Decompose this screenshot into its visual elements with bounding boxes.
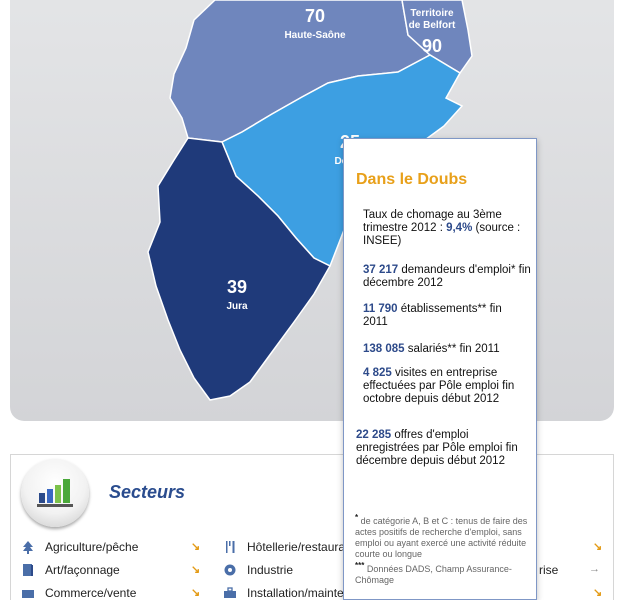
sector-commerce[interactable]: Commerce/vente ↘ (21, 585, 201, 600)
book-icon (23, 564, 33, 576)
sector-art[interactable]: Art/façonnage ↘ (21, 562, 201, 580)
dept-name: Haute-Saône (284, 30, 346, 41)
stat-text: demandeurs d'emploi* fin décembre 2012 (363, 264, 531, 289)
arrow-icon: ↘ (191, 541, 201, 553)
franche-comte-map (147, 0, 473, 401)
doubs-info-popup: Dans le Doubs Taux de chomage au 3ème tr… (343, 138, 537, 600)
stat-job-offers: 22 285 offres d'emploi enregistrées par … (356, 429, 528, 468)
sector-label: Hôtellerie/restaura (247, 540, 346, 554)
gear-icon (224, 564, 236, 576)
footnote-text: de catégorie A, B et C : tenus de faire … (355, 516, 528, 559)
dept-number: 39 (226, 277, 248, 297)
bar-chart-icon (21, 459, 89, 527)
arrow-icon: ↘ (191, 564, 201, 576)
arrow-icon: ↘ (191, 587, 201, 599)
stat-value: 4 825 (363, 367, 392, 379)
footnote-mark: * (355, 513, 359, 522)
dept-label-haute-saone: 70 Haute-Saône (265, 6, 365, 41)
popup-title: Dans le Doubs (356, 171, 468, 188)
fork-knife-icon (226, 541, 235, 553)
dept-label-belfort: Territoire de Belfort 90 (404, 8, 460, 57)
sector-agriculture[interactable]: Agriculture/pêche ↘ (21, 539, 201, 557)
cart-icon (22, 590, 34, 598)
stat-text: salariés** fin 2011 (404, 343, 500, 355)
dept-number: 90 (421, 36, 443, 56)
dept-name: Jura (226, 301, 248, 312)
footnote-text: Données DADS, Champ Assurance-Chômage (355, 564, 512, 585)
sector-installation[interactable]: Installation/mainte (223, 585, 348, 600)
toolbox-icon (224, 587, 236, 598)
sector-industrie[interactable]: Industrie (223, 562, 348, 580)
stat-text: Taux de chomage au 3ème trimestre 2012 : (363, 209, 502, 234)
arrow-icon: ↘ (593, 587, 603, 599)
stat-job-seekers: 37 217 demandeurs d'emploi* fin décembre… (363, 264, 533, 290)
sector-label: Industrie (247, 563, 294, 577)
sector-label: rise (539, 563, 559, 577)
footnote: * de catégorie A, B et C : tenus de fair… (355, 512, 530, 560)
stat-text: offres d'emploi enregistrées par Pôle em… (356, 429, 518, 467)
footnote: *** Données DADS, Champ Assurance-Chômag… (355, 560, 530, 586)
stat-value: 11 790 (363, 303, 398, 315)
dept-name: Territoire de Belfort (408, 8, 456, 31)
stat-establishments: 11 790 établissements** fin 2011 (363, 303, 528, 329)
popup-footnotes: * de catégorie A, B et C : tenus de fair… (355, 512, 530, 586)
stat-text: établissements** fin 2011 (363, 303, 502, 328)
sector-label: Commerce/vente (45, 586, 137, 600)
stat-unemployment: Taux de chomage au 3ème trimestre 2012 :… (363, 209, 525, 248)
arrow-icon: ↘ (593, 541, 603, 553)
stat-value: 22 285 (356, 429, 392, 441)
stat-text: (source : INSEE) (363, 222, 521, 247)
stat-company-visits: 4 825 visites en entreprise effectuées p… (363, 367, 523, 406)
sector-entreprise[interactable]: rise → (531, 562, 611, 580)
arrow-right-icon: → (589, 563, 600, 575)
dept-label-jura: 39 Jura (197, 277, 277, 312)
sector-label: Art/façonnage (45, 563, 120, 577)
stat-value: 138 085 (363, 343, 405, 355)
stat-text: visites en entreprise effectuées par Pôl… (363, 367, 515, 405)
footnote-mark: *** (355, 561, 365, 570)
dept-number: 70 (304, 6, 326, 26)
sectors-title: Secteurs (109, 482, 186, 502)
sector-label: Agriculture/pêche (45, 540, 139, 554)
dept-jura-shape[interactable] (147, 137, 332, 401)
dept-belfort-shape[interactable] (401, 0, 473, 75)
stat-value: 9,4% (446, 222, 473, 234)
sector-label: Installation/mainte (247, 586, 344, 600)
stat-value: 37 217 (363, 264, 399, 276)
stat-employees: 138 085 salariés** fin 2011 (363, 343, 528, 356)
sector-hotellerie[interactable]: Hôtellerie/restaura (223, 539, 348, 557)
tree-icon (23, 541, 33, 554)
